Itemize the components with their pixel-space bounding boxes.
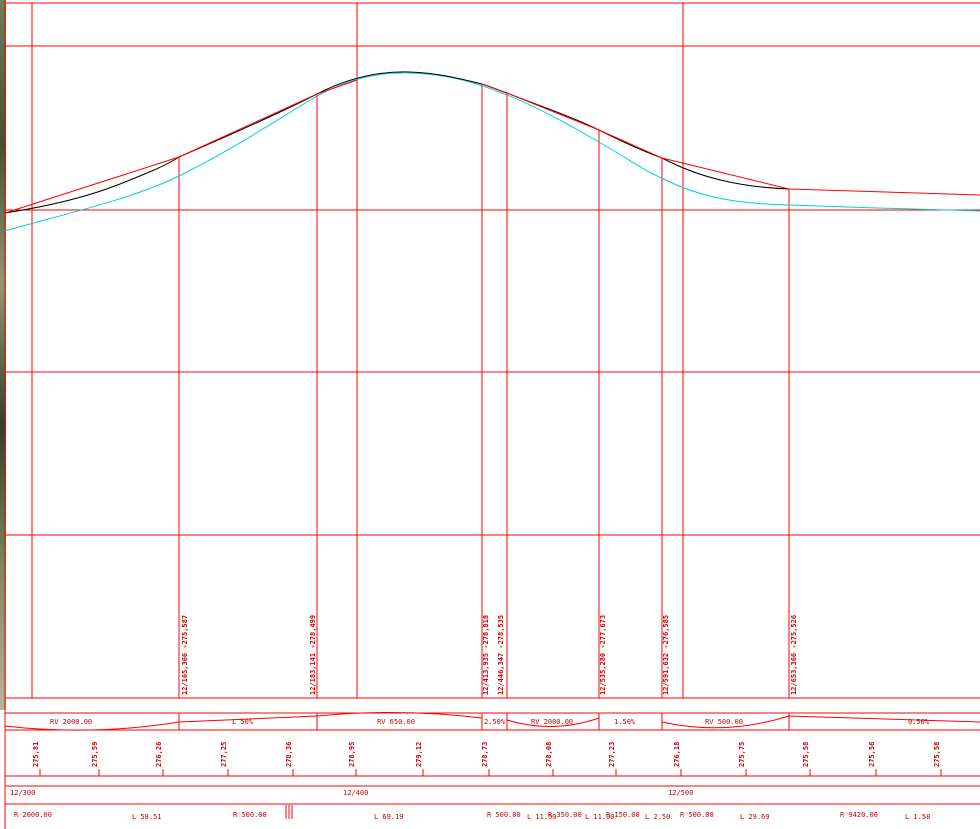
- elevation-label: 275,58: [933, 742, 941, 767]
- break-point-lines: [178, 84, 790, 698]
- ground-line-cyan: [4, 72, 980, 232]
- elevation-label: 275,75: [738, 742, 746, 767]
- elevation-label: 279,12: [415, 742, 423, 767]
- horizontal-element: R 500.00: [680, 811, 714, 819]
- elevation-label: 276,26: [155, 742, 163, 767]
- elevation-label: 275,59: [91, 742, 99, 767]
- elevation-label: 275,56: [868, 742, 876, 767]
- elevation-label: 275,81: [32, 742, 40, 767]
- curve-label: 0.50%: [908, 718, 930, 726]
- elevation-label: 278,95: [348, 742, 356, 767]
- break-point-label: 12/413,935 -278,818: [482, 615, 490, 695]
- elevation-label: 278,36: [285, 742, 293, 767]
- ground-line-black: [4, 71, 790, 214]
- break-point-label: 12/535,280 -277,673: [599, 615, 607, 695]
- elevation-label: 277,23: [608, 742, 616, 767]
- elevation-label: 278,73: [481, 742, 489, 767]
- elevation-label: 277,25: [220, 742, 228, 767]
- break-point-label: 12/165,366 -275,587: [181, 615, 189, 695]
- curve-band: [4, 711, 980, 731]
- horizontal-element: R 2000.00: [14, 811, 52, 819]
- horizontal-element: R 150.00: [606, 811, 640, 819]
- curve-arc: [316, 711, 483, 719]
- horizontal-row: [285, 805, 293, 819]
- horizontal-element: R 500.00: [487, 811, 521, 819]
- vertical-labels: 12/165,366 -275,587 12/183,141 -278,499 …: [181, 615, 798, 695]
- curve-labels: RV 2000.00 L 50% RV 650.00 2.50% RV 2000…: [50, 718, 930, 726]
- curve-label: RV 2000.00: [50, 718, 92, 726]
- station-label: 12/400: [343, 789, 368, 797]
- station-row: 12/300 12/400 12/500: [10, 789, 693, 797]
- horizontal-element: L 11.50: [527, 813, 557, 821]
- horizontal-element: R 500.00: [233, 811, 267, 819]
- elevation-label: 276,18: [673, 742, 681, 767]
- grid: [4, 0, 980, 829]
- station-label: 12/500: [668, 789, 693, 797]
- curve-label: 1.50%: [614, 718, 636, 726]
- horizontal-element: L 58.51: [132, 813, 162, 821]
- curve-label: 2.50%: [484, 718, 506, 726]
- horizontal-element: L 1.58: [905, 813, 930, 821]
- curve-label: RV 500.00: [705, 718, 743, 726]
- elevation-label: 278,08: [545, 742, 553, 767]
- horizontal-labels: R 2000.00 L 58.51 R 500.00 L 69.19 R 500…: [14, 811, 930, 821]
- horizontal-element: R 9420.00: [840, 811, 878, 819]
- station-label: 12/300: [10, 789, 35, 797]
- elevation-label: 275,58: [802, 742, 810, 767]
- curve-label: RV 650.00: [377, 718, 415, 726]
- curve-arc: [506, 717, 600, 727]
- horizontal-element: L 2.50: [645, 813, 670, 821]
- elevation-row: 275,81 275,59 276,26 277,25 278,36 278,95 279,…: [32, 742, 942, 776]
- curve-label: L 50%: [232, 718, 254, 726]
- curve-arc: [178, 715, 318, 723]
- background-strip: [0, 0, 6, 710]
- break-point-label: 12/446,347 -278,535: [497, 615, 505, 695]
- horizontal-element: L 11.00: [585, 813, 615, 821]
- curve-arc: [661, 715, 790, 729]
- break-point-label: 12/183,141 -278,499: [309, 615, 317, 695]
- curve-arc: [788, 715, 980, 723]
- curve-arc: [4, 721, 180, 731]
- horizontal-element: L 69.19: [374, 813, 404, 821]
- design-line-right: [481, 83, 980, 196]
- design-line: [4, 79, 358, 214]
- horizontal-element: R 350.00: [548, 811, 582, 819]
- break-point-label: 12/591,632 -276,585: [662, 615, 670, 695]
- curve-label: RV 2000.00: [531, 718, 573, 726]
- horizontal-element: L 29.69: [740, 813, 770, 821]
- break-point-label: 12/653,366 -275,526: [790, 615, 798, 695]
